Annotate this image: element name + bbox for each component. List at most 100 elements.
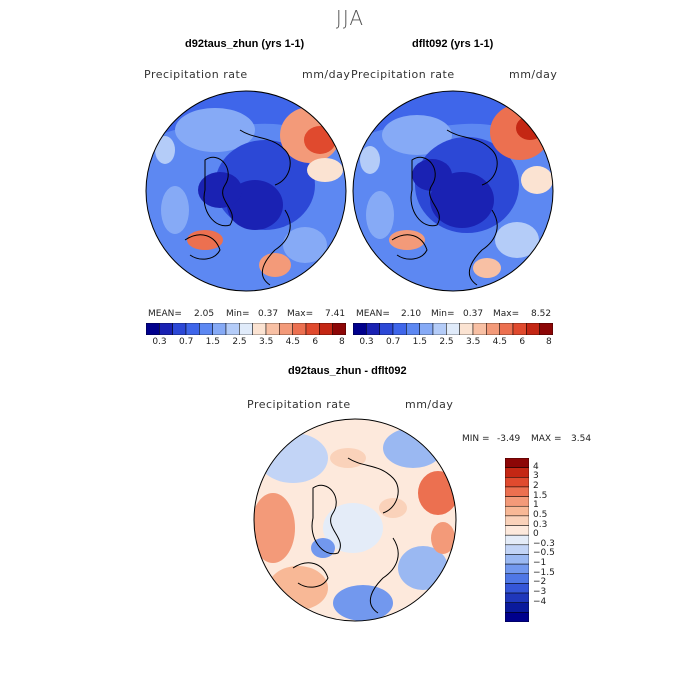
colorbar-tick-label: −1.5 <box>533 567 555 578</box>
colorbar-swatch <box>505 592 529 603</box>
colorbar-tick-label: −3 <box>533 587 547 598</box>
colorbar-tick-label: 4 <box>533 461 539 472</box>
panel3-min-label: MIN = <box>462 434 490 444</box>
colorbar-swatch <box>505 467 529 478</box>
colorbar-tick-label: 0.3 <box>533 519 548 530</box>
colorbar-tick-label: 1.5 <box>205 337 220 347</box>
colorbar-tick-label: 2 <box>533 480 539 491</box>
colorbar-tick-label: 1.5 <box>533 490 548 501</box>
panel2-polar-map <box>352 90 554 292</box>
colorbar-swatch <box>252 323 267 335</box>
colorbar-swatch <box>172 323 187 335</box>
season-title: JJA <box>335 6 365 30</box>
colorbar-swatch <box>505 563 529 575</box>
panel2-units-label: mm/day <box>509 68 558 81</box>
panel1-title: d92taus_zhun (yrs 1-1) <box>185 38 305 50</box>
colorbar-tick-label: 1 <box>533 500 539 511</box>
colorbar-swatch <box>366 323 380 335</box>
colorbar-tick-label: 3.5 <box>466 337 481 347</box>
panel2-min-value: 0.37 <box>463 309 484 319</box>
panel2-colorbar-ticks: 0.3 0.7 1.5 2.5 3.5 4.5 6 8 <box>353 337 553 349</box>
panel2-min-label: Min= <box>431 309 455 319</box>
colorbar-tick-label: 0.7 <box>179 337 194 347</box>
colorbar-swatch <box>505 612 529 622</box>
panel1-min-value: 0.37 <box>258 309 279 319</box>
panel2-colorbar <box>353 323 553 335</box>
colorbar-swatch <box>472 323 487 335</box>
panel1-mean-label: MEAN= <box>148 309 182 319</box>
colorbar-swatch <box>185 323 200 335</box>
colorbar-tick-label: 8 <box>546 337 552 347</box>
panel1-polar-map <box>145 90 347 292</box>
colorbar-swatch <box>505 458 529 468</box>
colorbar-swatch <box>319 323 333 335</box>
colorbar-swatch <box>379 323 394 335</box>
panel2-title: dflt092 (yrs 1-1) <box>412 38 494 50</box>
panel1-units-label: mm/day <box>302 68 351 81</box>
colorbar-swatch <box>432 323 447 335</box>
panel3-polar-map <box>253 418 457 622</box>
colorbar-swatch <box>292 323 307 335</box>
colorbar-swatch <box>392 323 407 335</box>
panel3-max-value: 3.54 <box>571 434 592 444</box>
colorbar-swatch <box>159 323 173 335</box>
colorbar-swatch <box>505 583 529 594</box>
colorbar-swatch <box>486 323 500 335</box>
panel2-mean-value: 2.10 <box>401 309 422 319</box>
colorbar-tick-label: 1.5 <box>412 337 427 347</box>
colorbar-swatch <box>332 323 346 335</box>
colorbar-swatch <box>265 323 280 335</box>
colorbar-tick-label: 0.5 <box>533 509 548 520</box>
panel2-max-value: 8.52 <box>531 309 552 319</box>
colorbar-swatch <box>505 505 529 517</box>
colorbar-tick-label: 0.3 <box>359 337 374 347</box>
colorbar-swatch <box>526 323 540 335</box>
colorbar-tick-label: 3 <box>533 471 539 482</box>
colorbar-swatch <box>199 323 213 335</box>
colorbar-tick-label: 0 <box>533 529 539 540</box>
panel1-mean-value: 2.05 <box>194 309 215 319</box>
panel3-units-label: mm/day <box>405 398 454 411</box>
colorbar-swatch <box>459 323 474 335</box>
colorbar-swatch <box>505 477 529 488</box>
colorbar-swatch <box>505 525 529 536</box>
panel1-min-label: Min= <box>226 309 250 319</box>
panel1-max-label: Max= <box>287 309 314 319</box>
colorbar-swatch <box>225 323 240 335</box>
panel3-colorbar-ticks: 4 3 2 1.5 1 0.5 0.3 0 −0.3 −0.5 −1 −1.5 −2 −3 −4 <box>533 458 573 622</box>
colorbar-swatch <box>499 323 514 335</box>
colorbar-swatch <box>505 544 529 555</box>
colorbar-swatch <box>505 534 529 546</box>
colorbar-tick-label: −4 <box>533 596 547 607</box>
colorbar-swatch <box>305 323 320 335</box>
panel1-colorbar-ticks: 0.3 0.7 1.5 2.5 3.5 4.5 6 8 <box>146 337 346 349</box>
panel3-min-value: -3.49 <box>497 434 521 444</box>
colorbar-swatch <box>212 323 227 335</box>
panel2-max-label: Max= <box>493 309 520 319</box>
panel2-variable-label: Precipitation rate <box>351 68 455 81</box>
panel1-colorbar <box>146 323 346 335</box>
panel3-variable-label: Precipitation rate <box>247 398 351 411</box>
colorbar-tick-label: 4.5 <box>285 337 300 347</box>
colorbar-swatch <box>406 323 420 335</box>
panel3-max-label: MAX = <box>531 434 562 444</box>
colorbar-swatch <box>146 323 160 335</box>
panel3-title: d92taus_zhun - dflt092 <box>288 365 407 377</box>
colorbar-tick-label: −0.5 <box>533 548 555 559</box>
colorbar-swatch <box>446 323 460 335</box>
panel1-max-value: 7.41 <box>325 309 346 319</box>
colorbar-tick-label: 3.5 <box>259 337 274 347</box>
colorbar-swatch <box>505 554 529 565</box>
colorbar-tick-label: 2.5 <box>439 337 454 347</box>
colorbar-tick-label: 6 <box>519 337 526 347</box>
colorbar-tick-label: 8 <box>339 337 345 347</box>
colorbar-tick-label: 0.3 <box>152 337 167 347</box>
panel1-variable-label: Precipitation rate <box>144 68 248 81</box>
colorbar-swatch <box>512 323 527 335</box>
colorbar-swatch <box>505 486 529 497</box>
colorbar-tick-label: 4.5 <box>492 337 507 347</box>
colorbar-swatch <box>539 323 553 335</box>
panel3-colorbar <box>505 458 529 622</box>
colorbar-swatch <box>505 602 529 613</box>
colorbar-swatch <box>419 323 434 335</box>
